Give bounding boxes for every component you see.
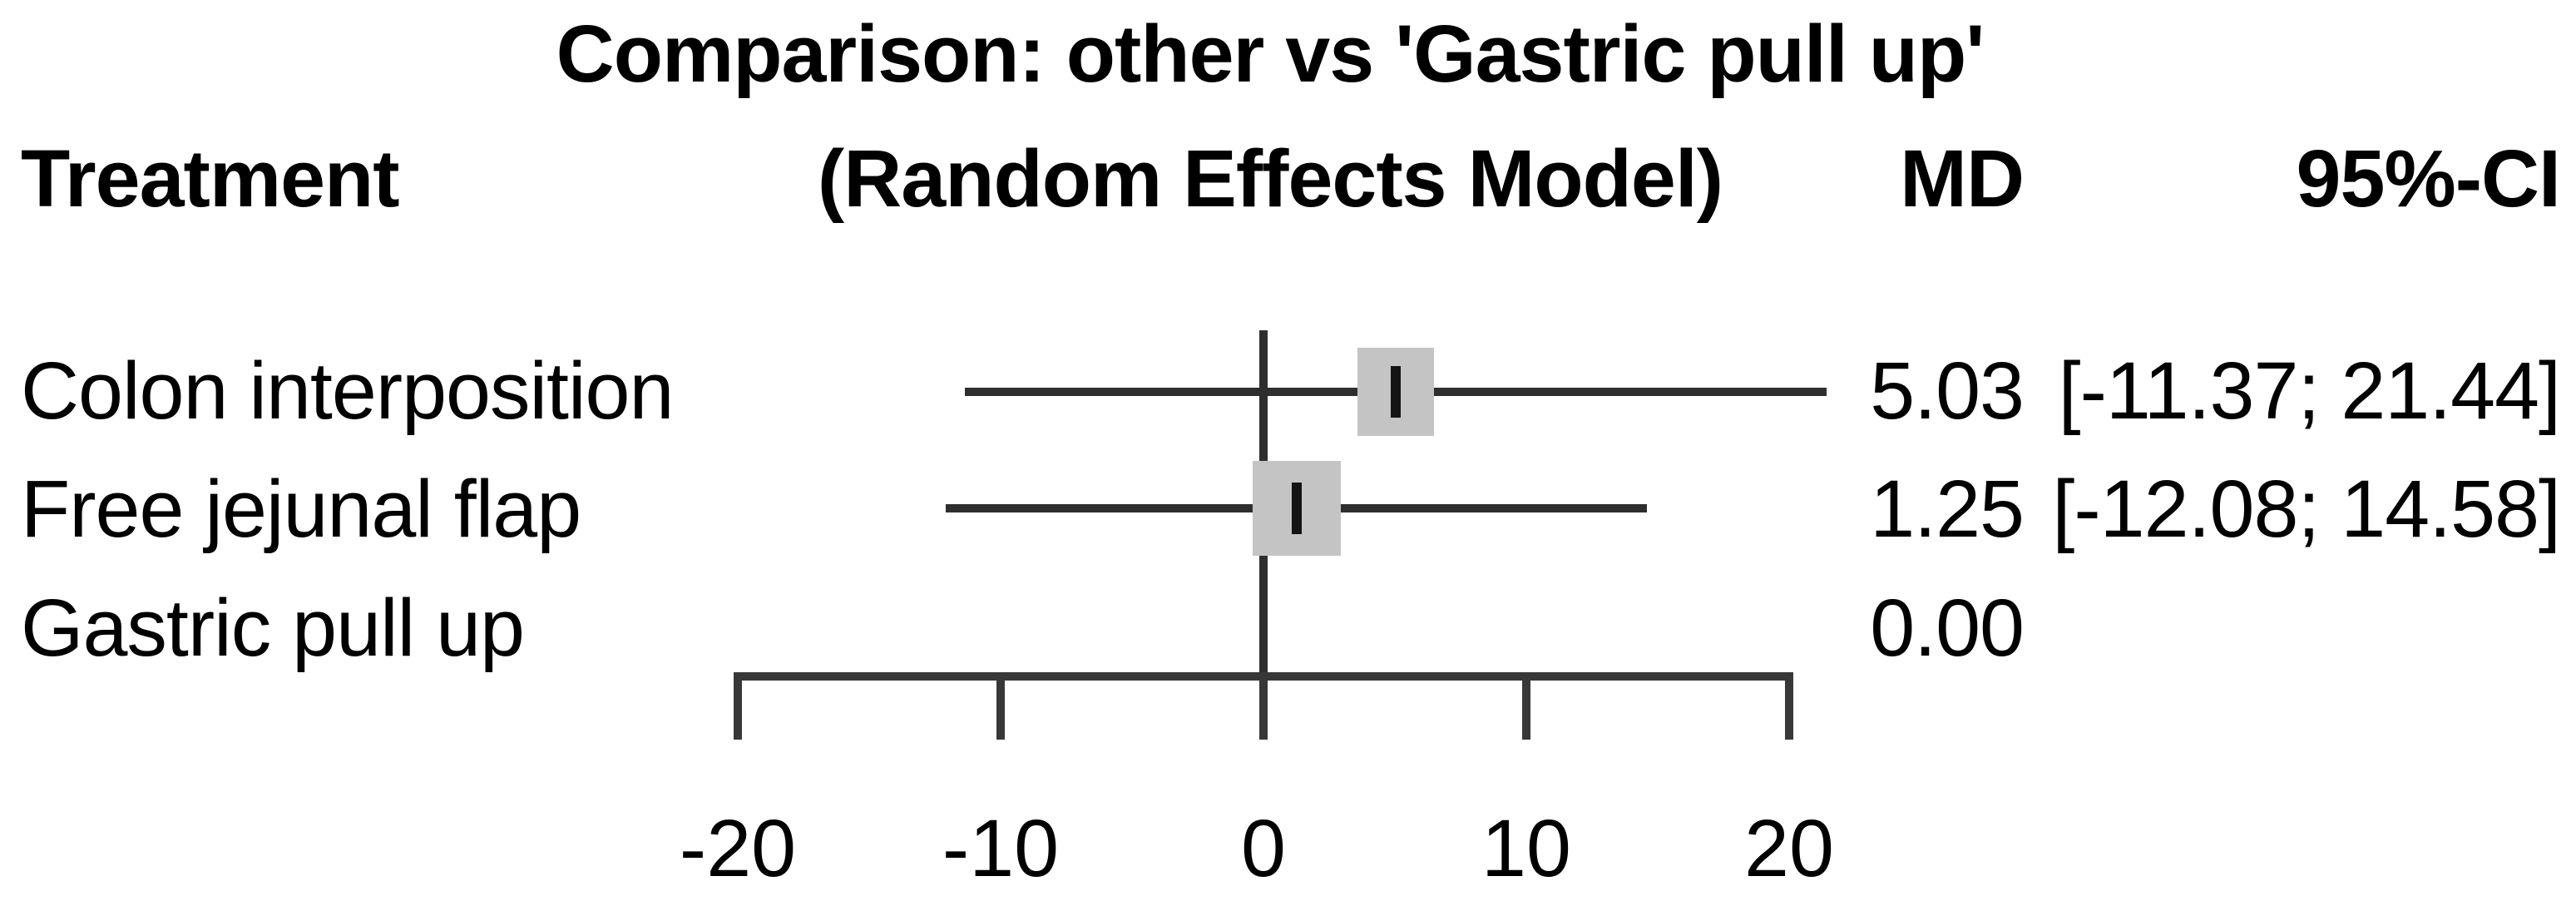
column-header-treatment: Treatment: [21, 133, 400, 224]
treatment-label: Gastric pull up: [21, 582, 525, 673]
x-axis-tick-label: -10: [942, 803, 1060, 894]
x-axis-tick: [1785, 672, 1793, 740]
point-estimate-marker: [1291, 483, 1302, 534]
x-axis-tick-label: 0: [1241, 803, 1286, 894]
md-value: 5.03: [1870, 345, 2025, 436]
column-header-md: MD: [1900, 133, 2025, 224]
md-value: 0.00: [1870, 582, 2025, 673]
point-estimate-marker: [1390, 366, 1401, 418]
treatment-label: Free jejunal flap: [21, 463, 581, 554]
md-value: 1.25: [1870, 463, 2025, 554]
x-axis-tick-label: 10: [1481, 803, 1571, 894]
chart-title: Comparison: other vs 'Gastric pull up': [556, 8, 1985, 99]
x-axis-tick: [996, 672, 1005, 740]
x-axis-tick: [1259, 672, 1268, 740]
ci-value: [-11.37; 21.44]: [2058, 345, 2561, 436]
chart-subtitle: (Random Effects Model): [817, 133, 1723, 224]
x-axis-tick: [734, 672, 742, 740]
x-axis-tick-label: 20: [1744, 803, 1834, 894]
x-axis-tick: [1522, 672, 1530, 740]
treatment-label: Colon interposition: [21, 345, 674, 436]
ci-value: [-12.08; 14.58]: [2052, 463, 2561, 554]
column-header-ci: 95%-CI: [2296, 133, 2561, 224]
x-axis-tick-label: -20: [679, 803, 797, 894]
